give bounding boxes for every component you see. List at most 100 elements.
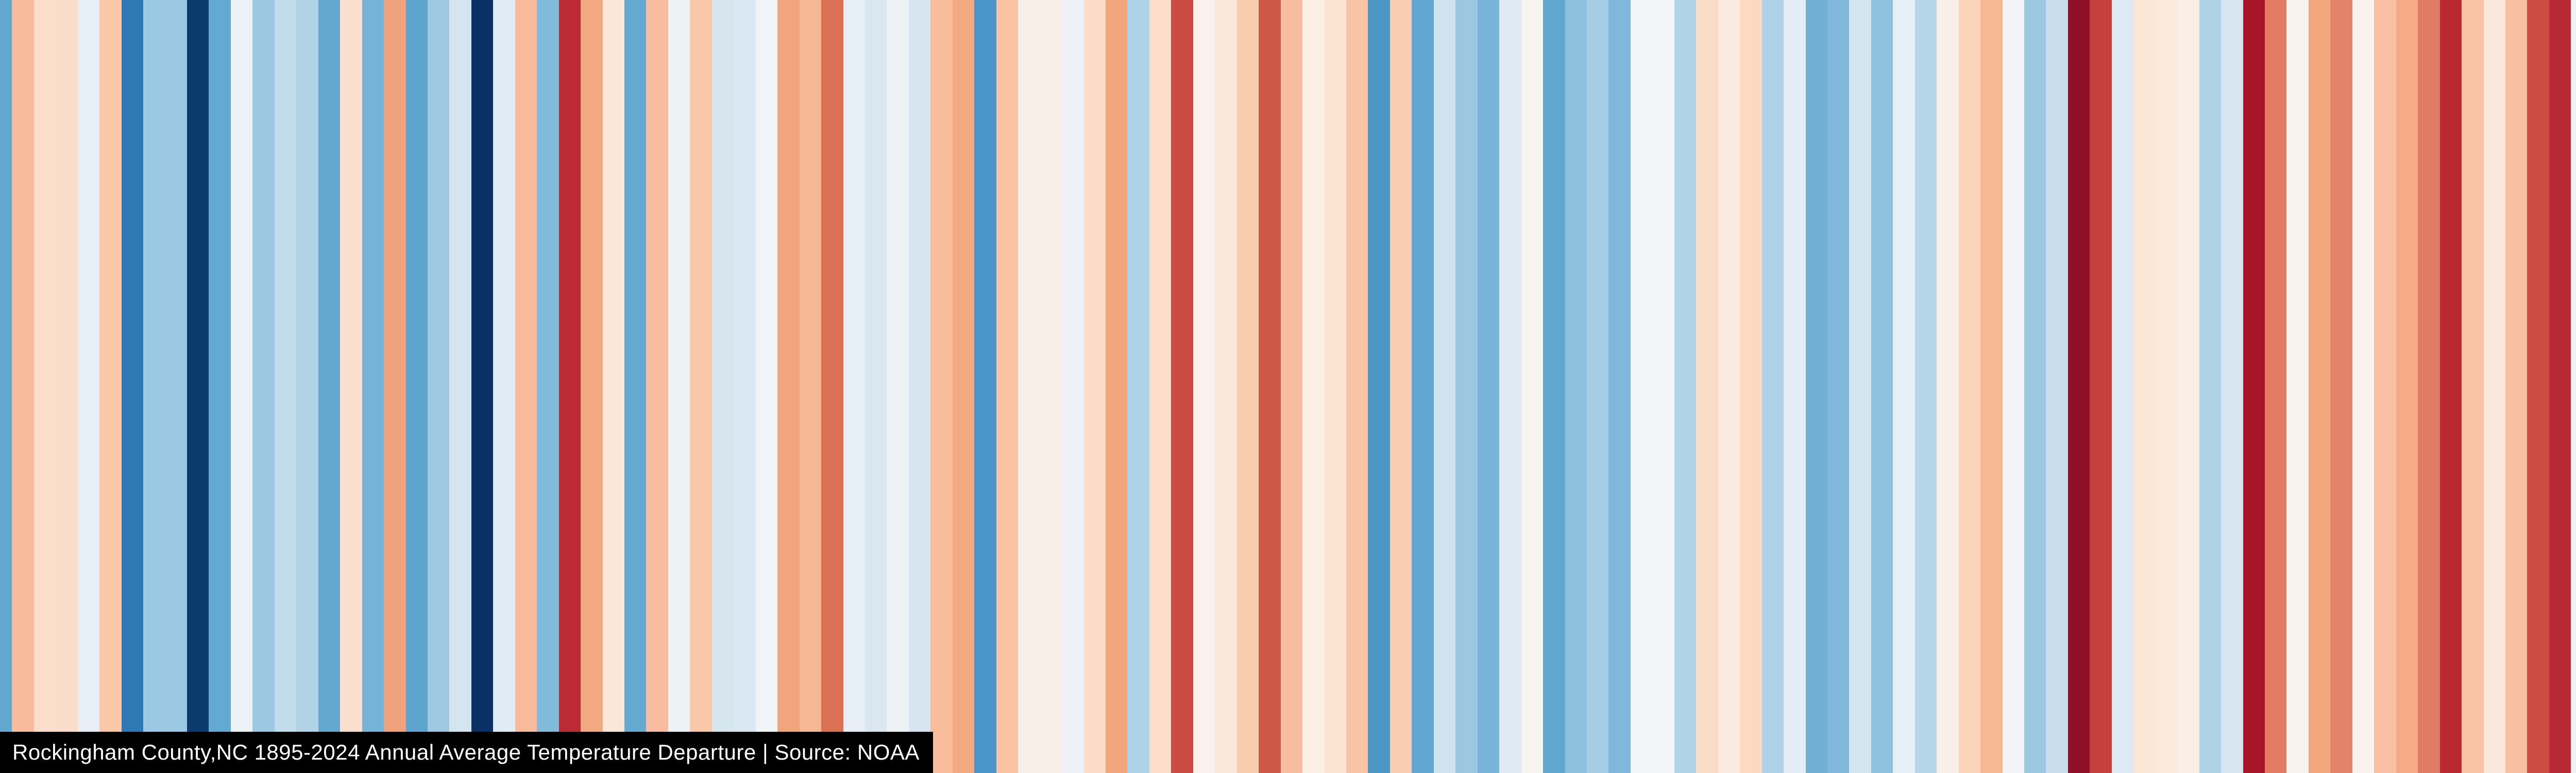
stripe-1900 xyxy=(99,0,122,773)
stripe-1911 xyxy=(340,0,362,773)
stripe-1921 xyxy=(558,0,581,773)
stripe-1945 xyxy=(1083,0,1106,773)
stripe-1975 xyxy=(1740,0,1762,773)
stripe-1950 xyxy=(1193,0,1215,773)
stripe-1981 xyxy=(1871,0,1893,773)
stripe-1928 xyxy=(711,0,734,773)
stripe-1940 xyxy=(974,0,996,773)
stripe-1910 xyxy=(318,0,341,773)
stripe-1942 xyxy=(1018,0,1040,773)
stripe-1963 xyxy=(1477,0,1500,773)
stripe-1920 xyxy=(537,0,559,773)
stripe-1965 xyxy=(1521,0,1544,773)
stripe-2013 xyxy=(2571,0,2576,773)
stripe-1961 xyxy=(1433,0,1456,773)
stripe-1925 xyxy=(646,0,668,773)
stripe-2008 xyxy=(2462,0,2484,773)
stripe-1988 xyxy=(2024,0,2046,773)
stripe-1993 xyxy=(2133,0,2156,773)
stripe-1995 xyxy=(2177,0,2199,773)
stripe-1972 xyxy=(1674,0,1697,773)
stripe-1978 xyxy=(1805,0,1827,773)
stripe-1980 xyxy=(1849,0,1871,773)
stripe-1985 xyxy=(1958,0,1981,773)
stripe-1932 xyxy=(799,0,822,773)
stripe-1991 xyxy=(2090,0,2112,773)
stripe-1987 xyxy=(2002,0,2025,773)
stripe-2007 xyxy=(2439,0,2462,773)
stripe-1960 xyxy=(1412,0,1434,773)
stripe-1996 xyxy=(2199,0,2222,773)
stripe-1964 xyxy=(1499,0,1521,773)
stripe-1930 xyxy=(755,0,778,773)
stripe-1923 xyxy=(602,0,625,773)
stripe-2000 xyxy=(2286,0,2309,773)
stripe-1908 xyxy=(274,0,297,773)
stripe-2005 xyxy=(2396,0,2418,773)
stripe-2003 xyxy=(2352,0,2375,773)
stripe-1915 xyxy=(427,0,450,773)
stripe-1933 xyxy=(821,0,843,773)
stripe-1897 xyxy=(33,0,56,773)
stripe-1906 xyxy=(230,0,253,773)
stripe-2012 xyxy=(2549,0,2571,773)
stripe-1948 xyxy=(1149,0,1172,773)
stripe-2004 xyxy=(2374,0,2396,773)
stripe-1992 xyxy=(2111,0,2134,773)
stripe-1998 xyxy=(2243,0,2265,773)
stripe-1971 xyxy=(1652,0,1674,773)
stripe-1957 xyxy=(1346,0,1368,773)
stripe-1927 xyxy=(690,0,712,773)
stripe-1905 xyxy=(209,0,231,773)
stripe-1997 xyxy=(2221,0,2243,773)
stripe-1943 xyxy=(1040,0,1062,773)
stripe-1899 xyxy=(77,0,100,773)
stripe-1939 xyxy=(952,0,975,773)
stripe-1967 xyxy=(1565,0,1587,773)
stripe-1990 xyxy=(2067,0,2090,773)
stripe-1983 xyxy=(1914,0,1937,773)
stripe-1979 xyxy=(1827,0,1850,773)
stripe-1929 xyxy=(734,0,756,773)
stripe-1959 xyxy=(1389,0,1412,773)
stripe-1907 xyxy=(252,0,275,773)
stripe-1955 xyxy=(1302,0,1325,773)
stripe-1898 xyxy=(56,0,78,773)
stripe-1999 xyxy=(2265,0,2287,773)
stripe-1947 xyxy=(1127,0,1149,773)
chart-caption: Rockingham County,NC 1895-2024 Annual Av… xyxy=(0,732,933,773)
stripe-1896 xyxy=(12,0,34,773)
stripe-1926 xyxy=(668,0,690,773)
stripe-1962 xyxy=(1455,0,1478,773)
stripe-1903 xyxy=(165,0,187,773)
stripe-1946 xyxy=(1106,0,1128,773)
stripe-2009 xyxy=(2483,0,2505,773)
stripe-1902 xyxy=(143,0,165,773)
stripe-1976 xyxy=(1761,0,1784,773)
stripe-1974 xyxy=(1718,0,1740,773)
stripe-1934 xyxy=(843,0,866,773)
stripe-1986 xyxy=(1980,0,2003,773)
stripe-1949 xyxy=(1171,0,1193,773)
stripe-1973 xyxy=(1696,0,1718,773)
stripe-1958 xyxy=(1368,0,1390,773)
stripe-1912 xyxy=(362,0,384,773)
stripe-2010 xyxy=(2505,0,2528,773)
stripe-1956 xyxy=(1324,0,1346,773)
stripe-1919 xyxy=(515,0,537,773)
stripe-1951 xyxy=(1215,0,1237,773)
stripe-1914 xyxy=(405,0,428,773)
stripe-1969 xyxy=(1608,0,1631,773)
stripe-1954 xyxy=(1280,0,1303,773)
stripe-1931 xyxy=(777,0,800,773)
stripe-1953 xyxy=(1259,0,1281,773)
stripe-2006 xyxy=(2418,0,2440,773)
stripe-1977 xyxy=(1784,0,1806,773)
stripe-1918 xyxy=(493,0,515,773)
stripe-2002 xyxy=(2330,0,2352,773)
stripe-1924 xyxy=(624,0,647,773)
stripe-1936 xyxy=(887,0,909,773)
stripe-1937 xyxy=(908,0,931,773)
